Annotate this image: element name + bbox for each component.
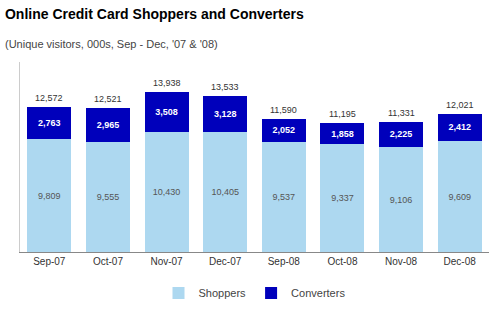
- svg-text:9,337: 9,337: [331, 193, 354, 203]
- svg-text:13,533: 13,533: [211, 82, 239, 92]
- svg-text:Oct-07: Oct-07: [93, 256, 123, 267]
- svg-text:Oct-08: Oct-08: [327, 256, 357, 267]
- svg-text:13,938: 13,938: [153, 78, 181, 88]
- svg-text:11,331: 11,331: [388, 108, 415, 118]
- svg-text:2,965: 2,965: [97, 120, 120, 130]
- svg-text:10,430: 10,430: [153, 187, 181, 197]
- svg-text:3,128: 3,128: [214, 109, 237, 119]
- svg-text:Shoppers: Shoppers: [199, 287, 247, 299]
- svg-text:12,521: 12,521: [94, 94, 122, 104]
- svg-text:11,195: 11,195: [329, 109, 356, 119]
- svg-text:Nov-07: Nov-07: [150, 256, 183, 267]
- svg-text:11,590: 11,590: [270, 105, 297, 115]
- svg-text:2,763: 2,763: [38, 118, 61, 128]
- svg-text:9,609: 9,609: [448, 192, 471, 202]
- svg-text:9,809: 9,809: [38, 191, 61, 201]
- svg-text:Online Credit Card Shoppers an: Online Credit Card Shoppers and Converte…: [5, 6, 304, 22]
- svg-text:12,021: 12,021: [446, 100, 474, 110]
- svg-text:9,555: 9,555: [97, 192, 120, 202]
- svg-text:12,572: 12,572: [35, 93, 63, 103]
- svg-text:2,412: 2,412: [448, 122, 471, 132]
- svg-text:10,405: 10,405: [211, 187, 239, 197]
- svg-text:Sep-08: Sep-08: [268, 256, 301, 267]
- svg-text:9,106: 9,106: [390, 195, 413, 205]
- svg-text:9,537: 9,537: [273, 192, 296, 202]
- svg-text:2,052: 2,052: [273, 125, 296, 135]
- svg-text:(Unique visitors, 000s, Sep -: (Unique visitors, 000s, Sep - Dec, '07 &…: [5, 38, 218, 50]
- svg-text:Dec-07: Dec-07: [209, 256, 242, 267]
- svg-text:3,508: 3,508: [155, 107, 178, 117]
- svg-text:1,858: 1,858: [331, 129, 354, 139]
- svg-text:2,225: 2,225: [390, 129, 413, 139]
- svg-text:Dec-08: Dec-08: [444, 256, 477, 267]
- svg-text:Sep-07: Sep-07: [33, 256, 66, 267]
- svg-text:Converters: Converters: [291, 287, 345, 299]
- svg-text:Nov-08: Nov-08: [385, 256, 418, 267]
